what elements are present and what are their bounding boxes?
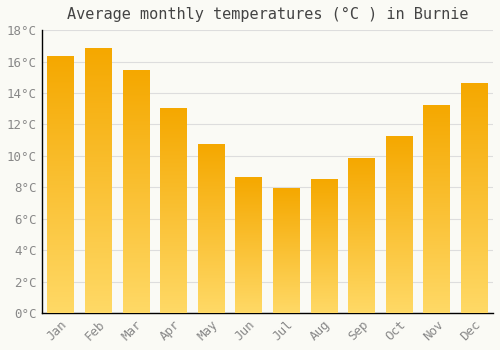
Title: Average monthly temperatures (°C ) in Burnie: Average monthly temperatures (°C ) in Bu… bbox=[66, 7, 468, 22]
